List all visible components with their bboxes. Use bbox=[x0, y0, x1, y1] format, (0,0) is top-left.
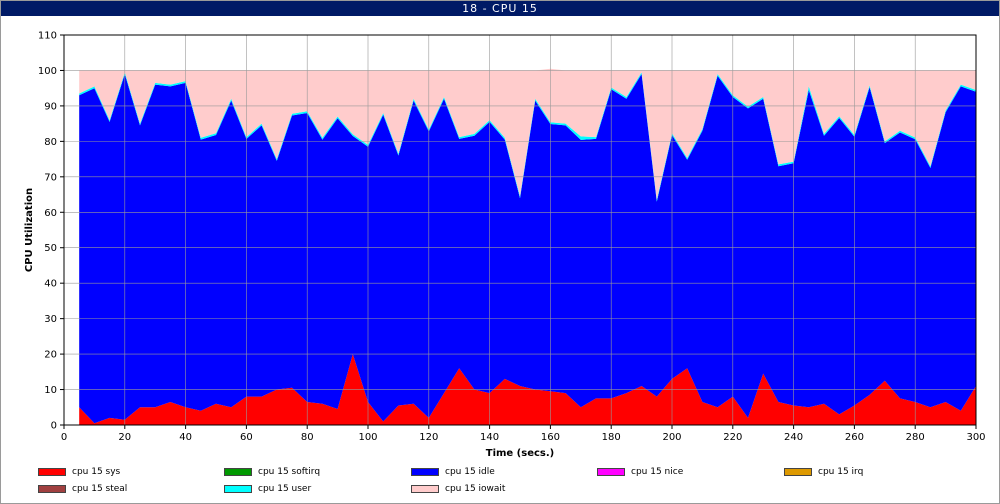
y-tick-label: 100 bbox=[38, 66, 57, 77]
x-tick-label: 200 bbox=[662, 432, 681, 443]
legend-swatch bbox=[224, 485, 252, 493]
x-tick-label: 0 bbox=[61, 432, 67, 443]
plot-border bbox=[63, 34, 977, 426]
legend-label: cpu 15 nice bbox=[631, 467, 684, 477]
x-tick-label: 120 bbox=[419, 432, 438, 443]
x-tick-label: 160 bbox=[541, 432, 560, 443]
legend-swatch bbox=[597, 468, 625, 476]
chart-legend: cpu 15 sys cpu 15 softirq cpu 15 idle cpu 1… bbox=[0, 464, 1000, 504]
legend-swatch bbox=[784, 468, 812, 476]
legend-label: cpu 15 softirq bbox=[258, 467, 321, 477]
y-tick-label: 70 bbox=[44, 172, 57, 183]
x-tick-label: 240 bbox=[784, 432, 803, 443]
x-tick-label: 140 bbox=[480, 432, 499, 443]
y-tick-label: 110 bbox=[38, 31, 57, 42]
x-tick-label: 80 bbox=[301, 432, 314, 443]
y-axis-label: CPU Utilization bbox=[24, 188, 35, 272]
legend-label: cpu 15 sys bbox=[72, 467, 121, 477]
y-tick-label: 50 bbox=[44, 243, 57, 254]
area-cpu-15-iowait bbox=[79, 68, 976, 200]
legend-label: cpu 15 user bbox=[258, 484, 312, 494]
x-axis-label: Time (secs.) bbox=[486, 448, 555, 459]
y-tick-label: 40 bbox=[44, 279, 57, 290]
x-tick-label: 260 bbox=[845, 432, 864, 443]
legend-swatch bbox=[411, 468, 439, 476]
y-tick-label: 0 bbox=[51, 421, 57, 432]
y-tick-label: 20 bbox=[44, 350, 57, 361]
chart-title-bar: 18 - CPU 15 bbox=[1, 1, 999, 16]
cpu-utilization-chart: 0 10 20 30 40 50 60 70 80 90 100 110 0 20 40 60 80 100 120… bbox=[24, 31, 986, 460]
y-tick-label: 10 bbox=[44, 385, 57, 396]
y-tick-label: 30 bbox=[44, 314, 57, 325]
legend-swatch bbox=[38, 485, 66, 493]
legend-label: cpu 15 irq bbox=[818, 467, 864, 477]
legend-label: cpu 15 idle bbox=[445, 467, 495, 477]
legend-label: cpu 15 iowait bbox=[445, 484, 506, 494]
y-tick-label: 60 bbox=[44, 208, 57, 219]
area-cpu-15-idle bbox=[79, 74, 976, 424]
x-tick-label: 300 bbox=[966, 432, 985, 443]
x-tick-label: 40 bbox=[179, 432, 192, 443]
legend-swatch bbox=[38, 468, 66, 476]
x-tick-label: 100 bbox=[358, 432, 377, 443]
legend-swatch bbox=[224, 468, 252, 476]
x-tick-label: 180 bbox=[602, 432, 621, 443]
legend-label: cpu 15 steal bbox=[72, 484, 128, 494]
y-tick-label: 90 bbox=[44, 101, 57, 112]
x-tick-label: 280 bbox=[906, 432, 925, 443]
y-tick-label: 80 bbox=[44, 137, 57, 148]
x-tick-label: 220 bbox=[723, 432, 742, 443]
x-tick-label: 20 bbox=[118, 432, 131, 443]
area-cpu-15-user bbox=[79, 72, 976, 202]
legend-swatch bbox=[411, 485, 439, 493]
x-tick-label: 60 bbox=[240, 432, 253, 443]
